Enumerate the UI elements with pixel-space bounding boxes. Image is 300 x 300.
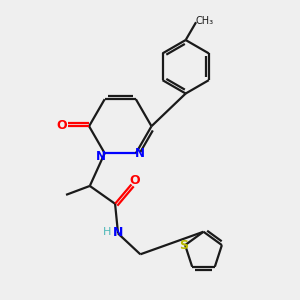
Text: O: O [130, 174, 140, 188]
Text: H: H [103, 227, 111, 237]
Text: N: N [113, 226, 123, 238]
Text: N: N [134, 147, 144, 160]
Text: S: S [179, 238, 188, 252]
Text: O: O [56, 119, 67, 132]
Text: N: N [96, 150, 106, 163]
Text: CH₃: CH₃ [195, 16, 214, 26]
